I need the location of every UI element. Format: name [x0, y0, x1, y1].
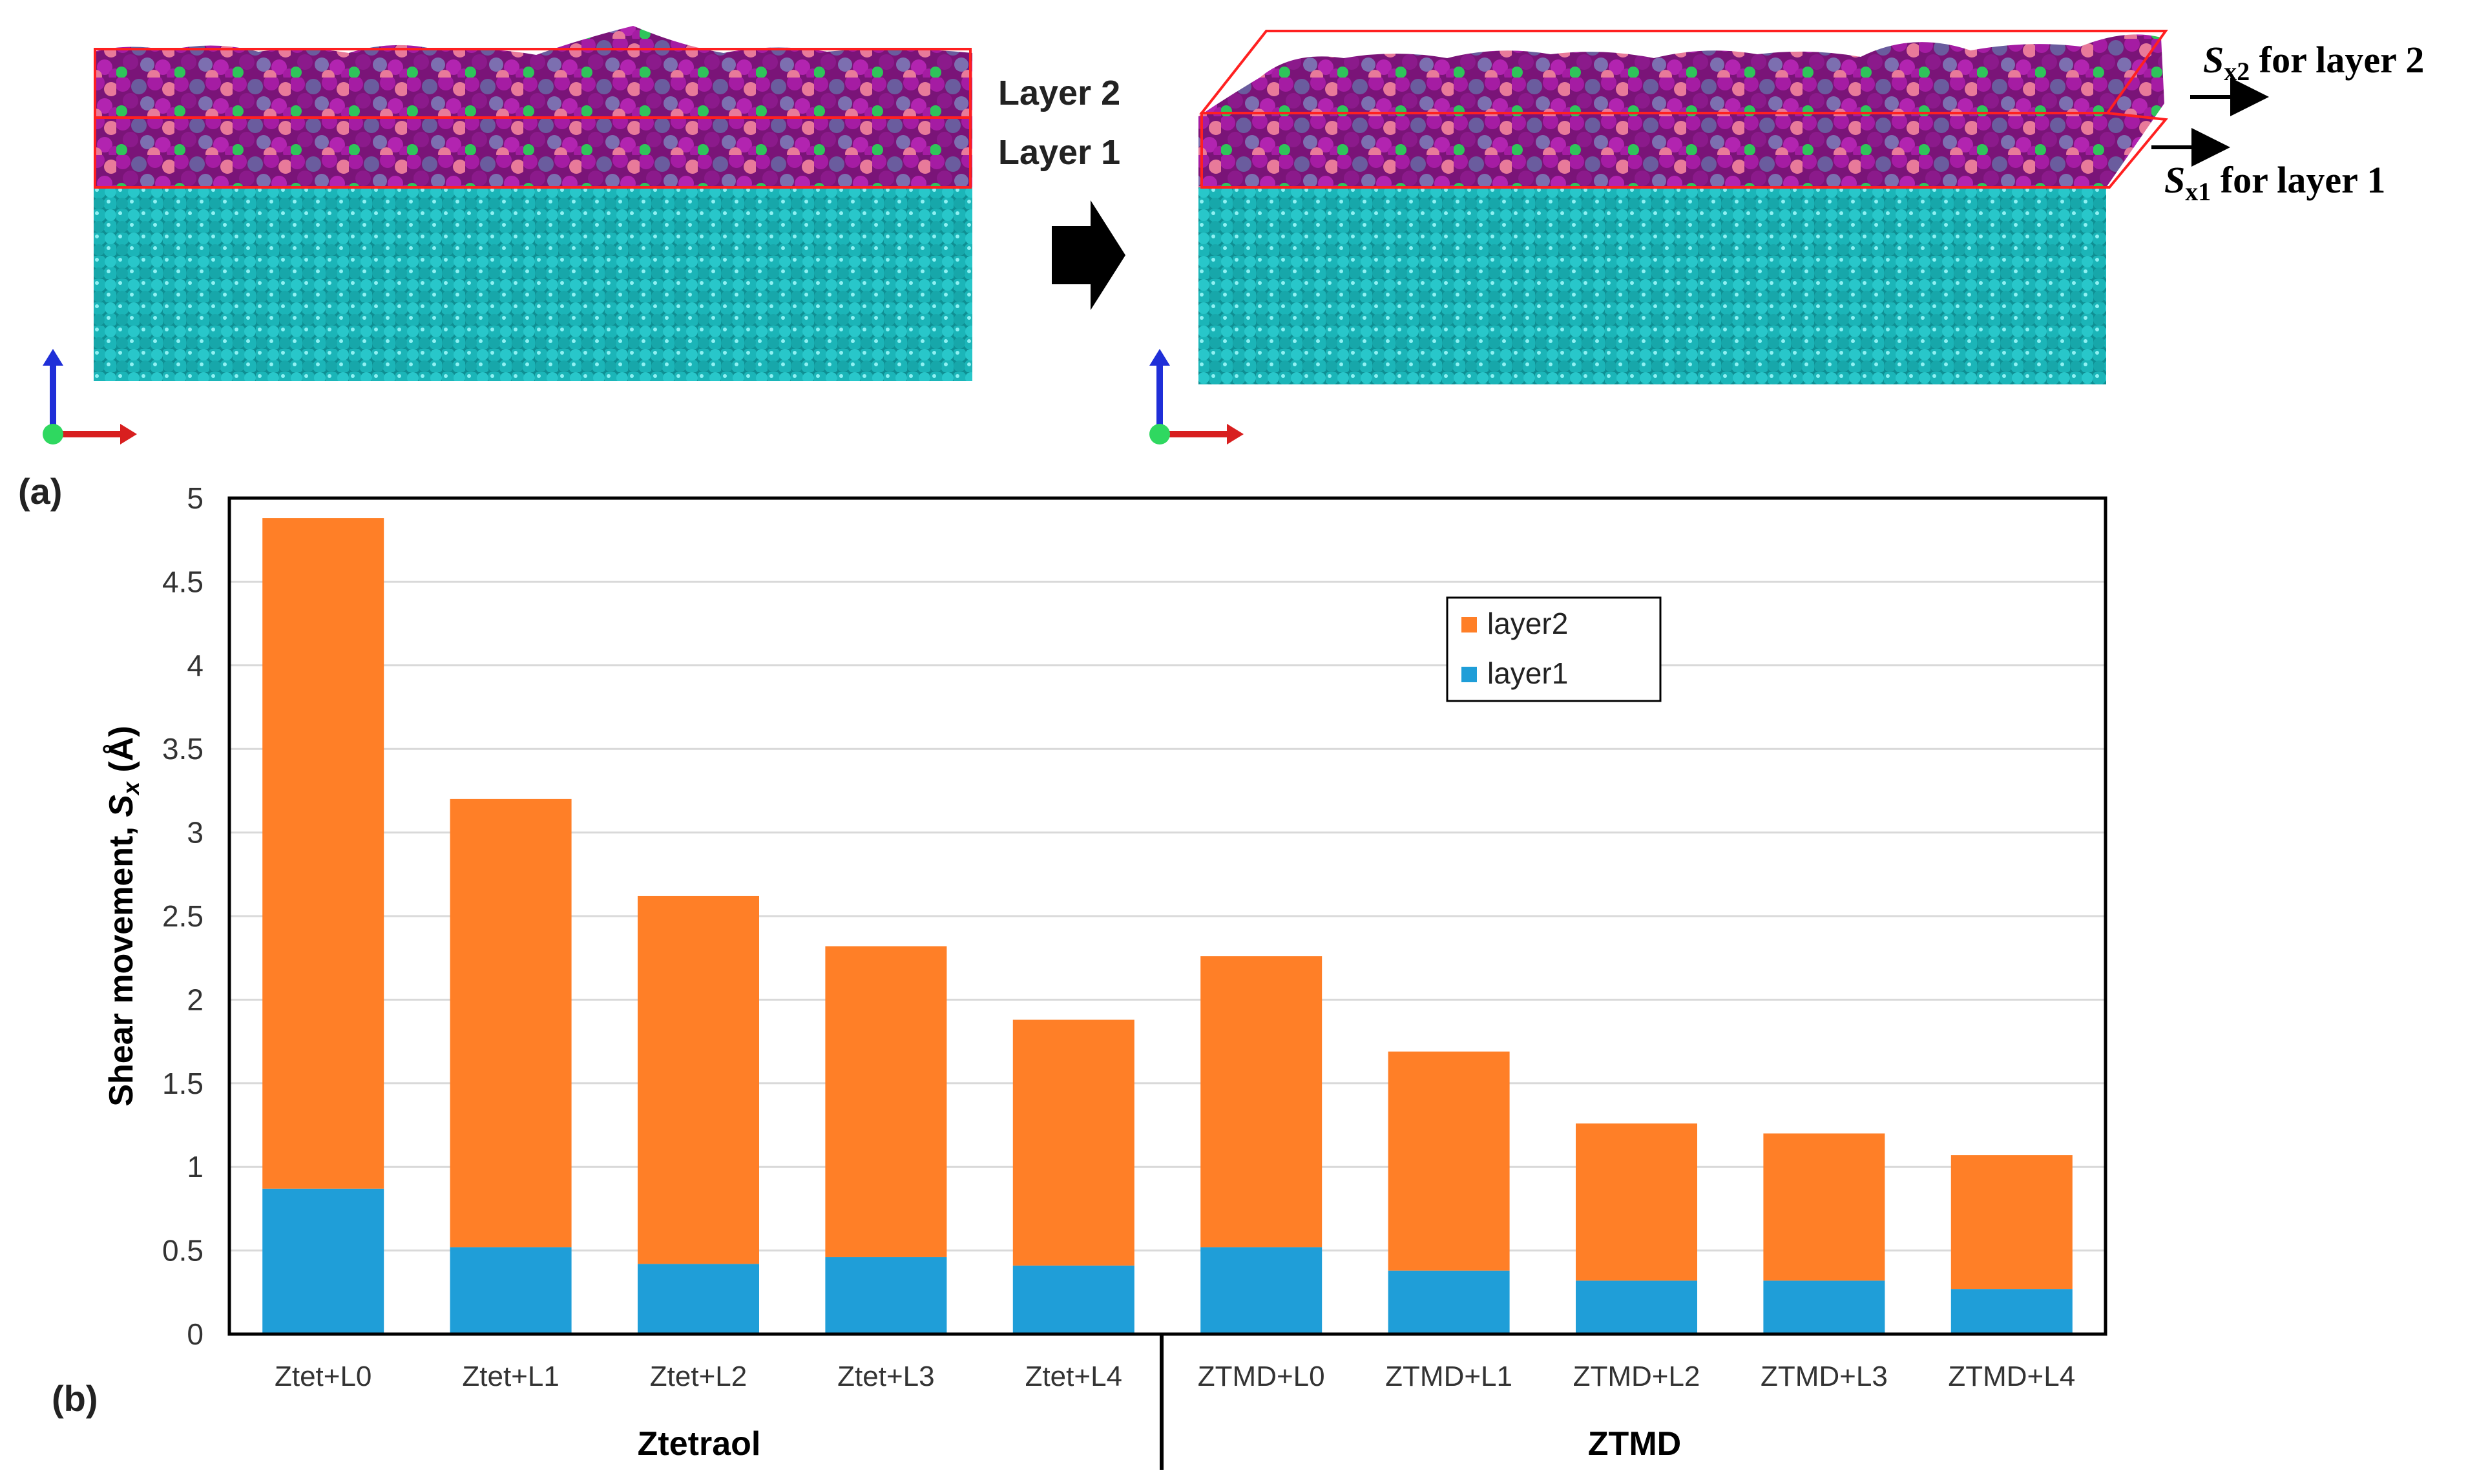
bar-layer2	[825, 946, 947, 1257]
bar-layer1	[450, 1247, 572, 1334]
layer1-label: Layer 1	[998, 133, 1120, 172]
y-tick-label: 1	[187, 1150, 204, 1184]
bars	[262, 518, 2073, 1334]
bar-layer2	[1576, 1123, 1697, 1281]
y-axis-label: Shear movement, Sx (Å)	[103, 726, 144, 1106]
y-tick-label: 0	[187, 1317, 204, 1351]
y-tick-label: 1.5	[162, 1067, 204, 1100]
panel-a-label: (a)	[18, 471, 62, 512]
bar-layer1	[1576, 1280, 1697, 1334]
y-tick-label: 0.5	[162, 1234, 204, 1268]
bar-layer2	[450, 799, 572, 1248]
substrate-block-left	[94, 187, 972, 381]
shear-label-layer1: Sx1 for layer 1	[2164, 159, 2385, 206]
legend-label-layer2: layer2	[1487, 607, 1568, 640]
process-arrow-icon	[1052, 200, 1125, 310]
y-tick-label: 4	[187, 649, 204, 682]
group-label-ztmd: ZTMD	[1588, 1425, 1681, 1463]
bar-layer2	[262, 518, 384, 1189]
bar-layer1	[825, 1257, 947, 1334]
simulation-before-shear	[43, 26, 972, 444]
x-tick-label: ZTMD+L4	[1948, 1361, 2075, 1392]
bar-layer1	[1950, 1289, 2073, 1334]
group-label-ztetraol: Ztetraol	[638, 1425, 761, 1463]
y-tick-label: 2.5	[162, 899, 204, 933]
y-tick-label: 4.5	[162, 565, 204, 598]
legend: layer2 layer1	[1446, 596, 1662, 702]
x-tick-label: ZTMD+L2	[1573, 1361, 1700, 1392]
x-tick-label: ZTMD+L1	[1385, 1361, 1512, 1392]
layer1-frame-left	[94, 116, 972, 189]
bar-layer1	[1763, 1280, 1885, 1334]
x-tick-label: Ztet+L4	[1025, 1361, 1122, 1392]
y-tick-label: 3.5	[162, 732, 204, 766]
x-tick-label: Ztet+L0	[275, 1361, 371, 1392]
panel-a: Layer 2 Layer 1 Sx2 for layer 2 Sx1 for …	[18, 26, 2424, 512]
x-tick-label: ZTMD+L0	[1198, 1361, 1325, 1392]
x-tick-labels: Ztet+L0 Ztet+L1 Ztet+L2 Ztet+L3 Ztet+L4 ZTMD+…	[275, 1361, 2075, 1392]
bar-layer1	[1012, 1265, 1134, 1334]
polymer-film-left	[94, 26, 972, 187]
legend-swatch-layer1	[1461, 667, 1477, 682]
bar-layer1	[1388, 1270, 1510, 1334]
bar-layer1	[262, 1188, 384, 1334]
y-tick-label: 5	[187, 481, 204, 515]
x-tick-label: Ztet+L3	[837, 1361, 934, 1392]
bar-layer2	[1763, 1133, 1885, 1281]
layer1-frame-right	[1200, 112, 2168, 189]
shear-label-layer2: Sx2 for layer 2	[2203, 39, 2424, 86]
y-tick-label: 3	[187, 816, 204, 850]
plot-frame	[227, 496, 2107, 1336]
x-tick-label: Ztet+L1	[462, 1361, 559, 1392]
bar-layer2	[638, 895, 759, 1264]
panel-b-label: (b)	[52, 1378, 98, 1419]
simulation-after-shear	[1149, 30, 2168, 444]
legend-box	[1446, 596, 1662, 702]
polymer-film-right	[1198, 34, 2164, 188]
bar-layer2	[1950, 1155, 2073, 1290]
y-tick-label: 2	[187, 983, 204, 1016]
bar-layer2	[1388, 1051, 1510, 1271]
bar-layer2	[1200, 956, 1322, 1248]
legend-swatch-layer2	[1461, 617, 1477, 632]
y-tick-labels: 0 0.5 1 1.5 2 2.5 3 3.5 4 4.5 5	[162, 481, 204, 1351]
axes-triad-left	[43, 349, 137, 444]
bar-layer1	[638, 1264, 759, 1334]
bar-layer1	[1200, 1247, 1322, 1334]
substrate-block-right	[1198, 187, 2106, 384]
layer2-label: Layer 2	[998, 74, 1120, 112]
axes-triad-right	[1149, 349, 1244, 444]
legend-label-layer1: layer1	[1487, 656, 1568, 690]
x-tick-label: ZTMD+L3	[1761, 1361, 1888, 1392]
bar-layer2	[1012, 1019, 1134, 1266]
stacked-bar-chart: 00.511.522.533.544.55 Ztet+L0 Ztet+L1 Ztet…	[103, 481, 2107, 1470]
x-tick-label: Ztet+L2	[650, 1361, 747, 1392]
